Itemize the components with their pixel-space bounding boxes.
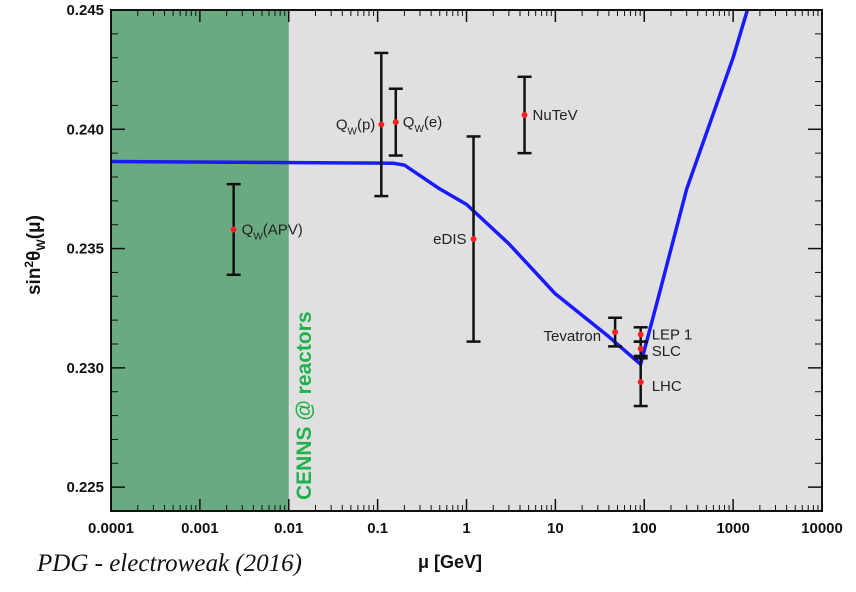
caption: PDG - electroweak (2016) [37,550,302,577]
data-point-qw-p: QW(p) [336,51,389,198]
y-tick-label: 0.225 [66,479,104,496]
marker [521,111,528,118]
band-label: CENNS @ reactors [293,311,316,500]
data-point-nutev: NuTeV [517,75,578,155]
x-tick-label: 0.01 [274,520,303,537]
data-point-qw-e: QW(e) [388,87,442,157]
x-tick-label: 1 [462,520,470,537]
marker [612,329,619,336]
marker [470,236,477,243]
marker [392,119,399,126]
x-tick-label: 0.001 [181,520,219,537]
x-tick-label: 10 [547,520,564,537]
sm-curve [111,10,750,367]
y-tick-label: 0.235 [66,241,104,258]
x-tick-label: 100 [632,520,657,537]
x-tick-label: 0.0001 [88,520,134,537]
point-label: LHC [652,378,682,395]
marker [378,121,385,128]
y-tick-label: 0.245 [66,2,104,19]
point-label: Tevatron [544,328,602,345]
point-label: QW(APV) [242,221,303,242]
y-tick-label: 0.240 [66,121,104,138]
cenns-band [111,10,289,511]
point-label: SLC [652,343,681,360]
point-label: eDIS [433,231,466,248]
y-tick-label: 0.230 [66,360,104,377]
data-point-lhc: LHC [633,357,682,408]
marker [637,345,644,352]
point-label: NuTeV [533,107,578,124]
x-axis-title: μ [GeV] [418,552,483,572]
point-label: LEP 1 [652,326,693,343]
x-tick-label: 10000 [801,520,843,537]
data-point-edis: eDIS [433,135,481,343]
marker [230,226,237,233]
x-tick-label: 1000 [716,520,749,537]
marker [637,331,644,338]
data-point-tevatron: Tevatron [544,316,623,348]
point-label: QW(e) [403,114,442,135]
data-point-slc: SLC [633,340,681,360]
data-point-qw-apv: QW(APV) [226,182,303,277]
point-label: QW(p) [336,117,375,138]
y-axis-title: sin2θW(μ) [22,215,48,295]
marker [637,379,644,386]
x-tick-label: 0.1 [367,520,388,537]
